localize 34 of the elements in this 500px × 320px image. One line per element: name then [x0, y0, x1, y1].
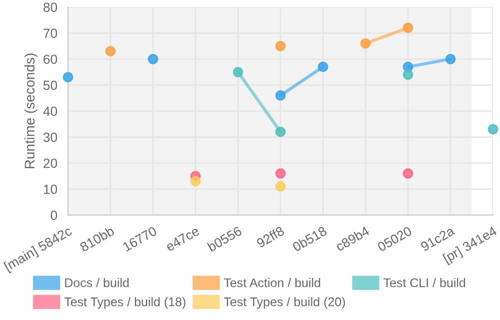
point	[232, 66, 244, 78]
x-tick-label: e47ce	[165, 226, 200, 252]
y-tick-label: 30	[43, 132, 58, 142]
y-tick-label: 0	[50, 210, 58, 220]
point	[402, 168, 414, 179]
point	[318, 62, 328, 72]
legend-label: Test Types / build (20)	[224, 297, 345, 309]
legend-label: Docs / build	[65, 278, 129, 288]
point	[148, 54, 158, 64]
y-tick-label: 70	[44, 28, 58, 38]
point	[275, 90, 286, 101]
point	[488, 124, 498, 134]
point	[275, 168, 286, 179]
point	[62, 72, 74, 82]
point	[275, 40, 286, 52]
point	[190, 176, 201, 186]
point	[275, 181, 286, 192]
point	[105, 46, 116, 56]
y-tick-label: 40	[43, 106, 58, 116]
y-tick-label: 60	[44, 54, 58, 64]
y-axis-title: Runtime (seconds)	[24, 54, 38, 168]
legend-label: Test CLI / build	[383, 278, 466, 288]
legend-label: Test Types / build (18)	[64, 297, 186, 309]
y-tick-label: 50	[43, 80, 58, 90]
point	[275, 126, 286, 138]
x-tick-label: 92ff8	[256, 226, 285, 248]
point	[445, 54, 456, 64]
point	[360, 38, 371, 49]
point	[402, 22, 414, 34]
y-tick-label: 20	[44, 158, 58, 168]
y-tick-label: 10	[44, 184, 58, 194]
y-tick-label: 80	[43, 2, 58, 12]
point	[402, 69, 414, 80]
legend-label: Test Action / build	[224, 278, 320, 288]
